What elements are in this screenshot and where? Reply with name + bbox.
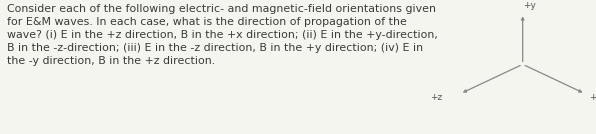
Text: +z: +z — [430, 93, 442, 102]
Text: +x: +x — [589, 93, 596, 102]
Text: +y: +y — [523, 1, 536, 10]
Text: Consider each of the following electric- and magnetic-field orientations given
f: Consider each of the following electric-… — [7, 4, 438, 66]
